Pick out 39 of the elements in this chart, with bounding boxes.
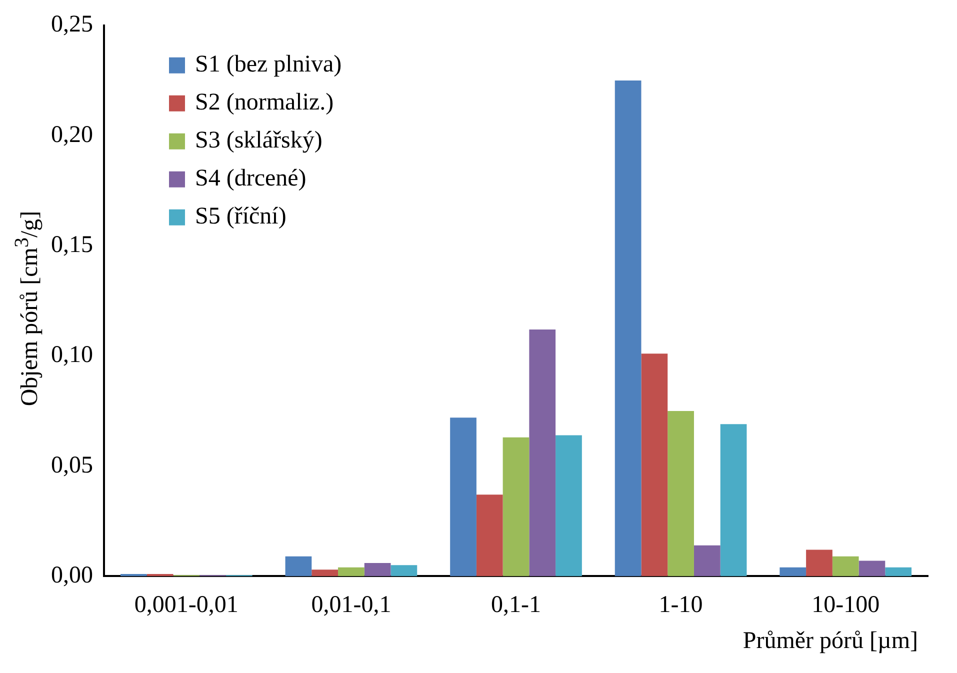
bar bbox=[364, 562, 391, 576]
legend-label: S4 (drcené) bbox=[195, 166, 306, 192]
bar bbox=[450, 418, 476, 576]
y-tick-label: 0,25 bbox=[51, 12, 93, 38]
bar bbox=[502, 437, 530, 576]
x-tick-label: 0,1-1 bbox=[491, 592, 541, 618]
y-tick-label: 0,15 bbox=[51, 232, 93, 258]
y-tick-label: 0,05 bbox=[51, 452, 93, 478]
bar bbox=[780, 567, 806, 576]
y-tick-label: 0,00 bbox=[51, 562, 93, 588]
x-axis-title: Průměr pórů [µm] bbox=[742, 628, 918, 655]
bar bbox=[312, 570, 338, 576]
x-tick-label: 10-100 bbox=[812, 592, 880, 618]
bar bbox=[858, 560, 886, 576]
bar bbox=[885, 567, 912, 576]
x-tick-label: 0,01-0,1 bbox=[311, 592, 392, 618]
bar bbox=[556, 435, 582, 576]
y-tick-label: 0,10 bbox=[51, 342, 93, 368]
bar bbox=[720, 424, 747, 576]
bar bbox=[285, 556, 312, 576]
bar bbox=[146, 574, 174, 576]
legend-label: S2 (normaliz.) bbox=[195, 90, 334, 116]
bar bbox=[614, 80, 642, 576]
x-tick-label: 0,001-0,01 bbox=[134, 592, 238, 618]
x-tick-label: 1-10 bbox=[658, 592, 703, 618]
bar bbox=[694, 545, 720, 576]
legend-label: S1 (bez plniva) bbox=[195, 52, 342, 78]
legend-label: S3 (sklářský) bbox=[195, 128, 322, 154]
legend-label: S5 (říční) bbox=[195, 204, 286, 230]
bar bbox=[668, 410, 694, 576]
bar bbox=[832, 556, 859, 576]
bar bbox=[641, 354, 668, 576]
bar bbox=[529, 329, 556, 576]
bar bbox=[120, 574, 147, 576]
bar bbox=[390, 565, 418, 576]
bar bbox=[338, 567, 364, 576]
y-tick-label: 0,20 bbox=[51, 122, 93, 148]
bar bbox=[806, 550, 832, 576]
bar bbox=[476, 494, 503, 576]
